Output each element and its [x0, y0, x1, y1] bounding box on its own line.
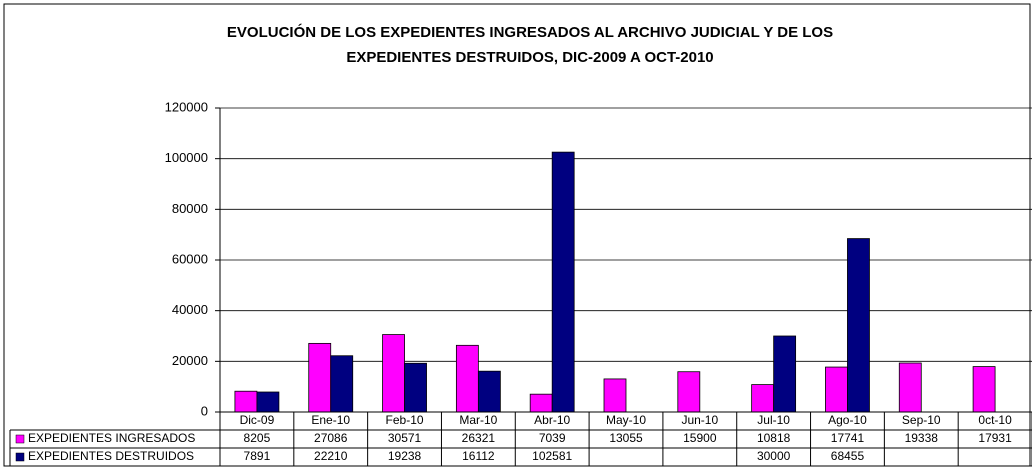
bar — [234, 390, 258, 413]
table-value: 30000 — [757, 449, 791, 463]
table-value: 19238 — [388, 449, 422, 463]
table-value: 26321 — [462, 431, 496, 445]
x-tick-label: Jul-10 — [757, 413, 790, 427]
x-tick-label: Jun-10 — [681, 413, 718, 427]
table-value: 102581 — [532, 449, 572, 463]
legend-label: EXPEDIENTES INGRESADOS — [28, 431, 195, 445]
x-tick-label: Feb-10 — [386, 413, 424, 427]
legend-label: EXPEDIENTES DESTRUIDOS — [28, 449, 194, 463]
bar — [825, 366, 848, 413]
y-tick-label: 40000 — [172, 302, 208, 317]
chart-title: EVOLUCIÓN DE LOS EXPEDIENTES INGRESADOS … — [227, 23, 833, 41]
bar — [477, 370, 501, 413]
bar — [330, 355, 354, 413]
table-value: 17931 — [978, 431, 1012, 445]
bar — [972, 366, 996, 413]
legend-key — [15, 434, 25, 444]
x-tick-label: Mar-10 — [459, 413, 497, 427]
table-value: 10818 — [757, 431, 791, 445]
table-value: 15900 — [683, 431, 717, 445]
table-value: 19338 — [905, 431, 939, 445]
x-tick-label: Sep-10 — [902, 413, 941, 427]
y-tick-label: 60000 — [172, 251, 208, 266]
table-value: 7039 — [539, 431, 566, 445]
bar — [898, 362, 922, 413]
bar — [773, 335, 797, 413]
x-tick-label: Abr-10 — [534, 413, 570, 427]
x-tick-label: Ene-10 — [311, 413, 350, 427]
bar — [308, 342, 332, 413]
chart-border — [3, 3, 1031, 467]
table-value: 27086 — [314, 431, 348, 445]
y-tick-label: 120000 — [165, 99, 208, 114]
y-tick-label: 20000 — [172, 353, 208, 368]
y-tick-label: 80000 — [172, 201, 208, 216]
y-tick-label: 100000 — [165, 150, 208, 165]
bar — [256, 391, 280, 413]
table-value: 30571 — [388, 431, 422, 445]
table-value: 22210 — [314, 449, 348, 463]
bar — [603, 378, 627, 413]
chart-subtitle: EXPEDIENTES DESTRUIDOS, DIC-2009 A OCT-2… — [346, 49, 713, 66]
bar — [529, 393, 553, 413]
x-tick-label: May-10 — [606, 413, 646, 427]
table-value: 13055 — [609, 431, 643, 445]
y-tick-label: 0 — [201, 403, 208, 418]
x-tick-label: Dic-09 — [240, 413, 275, 427]
bar — [551, 151, 575, 413]
table-value: 7891 — [244, 449, 271, 463]
table-value: 8205 — [244, 431, 271, 445]
bar — [847, 238, 870, 413]
bar — [677, 371, 701, 413]
x-tick-label: 0ct-10 — [978, 413, 1012, 427]
x-tick-label: Ago-10 — [828, 413, 867, 427]
bar — [382, 334, 405, 413]
legend-key — [15, 452, 25, 462]
table-value: 68455 — [831, 449, 865, 463]
table-value: 16112 — [462, 449, 495, 463]
table-value: 17741 — [831, 431, 865, 445]
bar — [751, 384, 775, 413]
bar — [404, 362, 427, 413]
bar — [455, 344, 479, 413]
